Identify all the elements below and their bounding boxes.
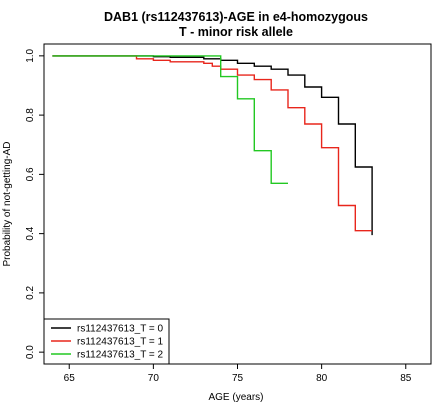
y-tick-label: 0.0 <box>25 345 36 359</box>
series-lines <box>52 55 373 236</box>
chart-subtitle: T - minor risk allele <box>179 25 293 39</box>
legend: rs112437613_T = 0 rs112437613_T = 1 rs1124… <box>43 318 170 365</box>
y-tick-label: 0.8 <box>25 108 36 122</box>
y-tick-label: 0.4 <box>25 226 36 240</box>
legend-label-0: rs112437613_T = 0 <box>77 324 164 335</box>
y-axis-label: Probability of not-getting-AD <box>2 141 13 266</box>
x-tick-label: 80 <box>316 373 328 384</box>
legend-label-1: rs112437613_T = 1 <box>77 337 164 348</box>
y-tick-label: 1.0 <box>25 48 36 62</box>
series-line-0 <box>52 55 373 236</box>
x-tick-label: 85 <box>400 373 412 384</box>
x-axis-label: AGE (years) <box>208 392 263 403</box>
chart-title: DAB1 (rs112437613)-AGE in e4-homozygous <box>104 10 368 24</box>
y-axis: 0.0 0.2 0.4 0.6 0.8 1.0 <box>25 48 44 359</box>
x-tick-label: 65 <box>64 373 76 384</box>
series-line-2 <box>52 55 288 185</box>
x-axis: 65 70 75 80 85 <box>64 364 412 384</box>
series-line-1 <box>52 55 373 232</box>
legend-label-2: rs112437613_T = 2 <box>77 350 164 361</box>
y-tick-label: 0.2 <box>25 286 36 300</box>
x-tick-label: 75 <box>232 373 244 384</box>
x-tick-label: 70 <box>148 373 160 384</box>
y-tick-label: 0.6 <box>25 167 36 181</box>
